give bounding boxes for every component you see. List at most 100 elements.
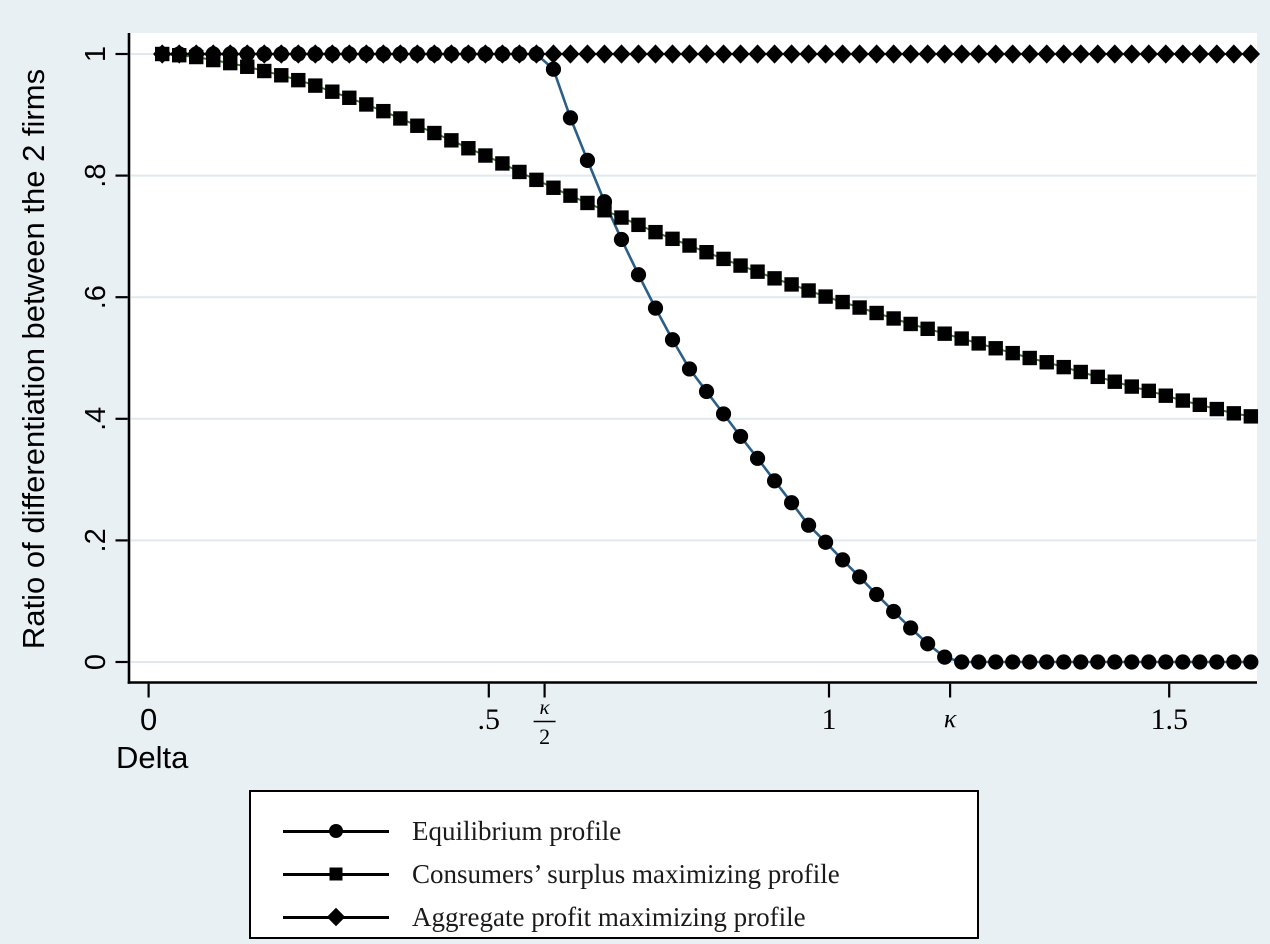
square-marker xyxy=(274,68,289,83)
circle-marker xyxy=(1056,654,1072,670)
diamond-marker xyxy=(255,44,274,64)
legend-label: Aggregate profit maximizing profile xyxy=(412,901,806,932)
diamond-marker xyxy=(969,44,988,64)
circle-marker xyxy=(1022,654,1038,670)
circle-marker xyxy=(681,361,698,377)
y-tick-label: 0 xyxy=(80,654,112,670)
square-marker xyxy=(835,294,850,310)
square-marker xyxy=(291,72,306,88)
diamond-marker xyxy=(170,44,189,64)
circle-marker-icon xyxy=(329,824,343,838)
diamond-marker xyxy=(561,44,580,64)
circle-marker xyxy=(1141,654,1157,670)
diamond-marker xyxy=(408,44,427,64)
diamond-marker xyxy=(459,44,478,64)
square-marker xyxy=(1158,388,1173,403)
circle-marker xyxy=(937,649,953,665)
diamond-marker xyxy=(782,44,801,64)
square-marker xyxy=(512,164,527,180)
diamond-marker xyxy=(748,44,767,64)
square-marker xyxy=(665,231,680,247)
square-marker xyxy=(750,264,765,279)
square-marker xyxy=(818,289,833,304)
square-marker xyxy=(716,251,731,267)
square-marker xyxy=(1107,374,1122,389)
circle-marker xyxy=(562,110,579,126)
square-marker xyxy=(376,103,391,119)
square-marker xyxy=(631,217,646,233)
square-marker xyxy=(1192,397,1208,413)
square-marker xyxy=(988,341,1003,356)
diamond-marker xyxy=(646,44,665,64)
diamond-marker xyxy=(884,44,903,64)
diamond-marker xyxy=(544,44,563,64)
diamond-marker xyxy=(799,44,818,64)
diamond-marker xyxy=(357,44,376,64)
y-tick-label: .4 xyxy=(80,407,112,431)
diamond-marker xyxy=(578,44,597,64)
square-marker xyxy=(1039,355,1054,370)
square-marker xyxy=(920,321,935,337)
square-marker xyxy=(495,156,510,171)
x-tick-label: .5 xyxy=(478,703,501,736)
diamond-marker xyxy=(1241,44,1261,64)
square-marker xyxy=(699,245,714,260)
square-marker xyxy=(461,141,476,156)
y-tick-label: .6 xyxy=(80,285,112,309)
diamond-marker xyxy=(1105,44,1124,64)
square-marker xyxy=(903,316,918,332)
legend-line-sample xyxy=(283,867,389,881)
diamond-marker xyxy=(595,44,614,64)
square-marker xyxy=(597,203,612,218)
legend-label: Equilibrium profile xyxy=(412,815,622,846)
diamond-marker xyxy=(289,44,308,64)
circle-marker xyxy=(954,654,970,670)
diamond-marker xyxy=(425,44,444,64)
square-marker xyxy=(852,300,867,315)
circle-marker xyxy=(971,654,987,670)
y-tick-label: .8 xyxy=(80,164,112,188)
square-marker xyxy=(1141,383,1156,399)
diamond-marker xyxy=(221,44,240,64)
diamond-marker xyxy=(1207,44,1227,64)
diamond-marker xyxy=(816,44,835,64)
diamond-marker xyxy=(731,44,750,64)
circle-marker xyxy=(647,300,664,316)
circle-marker xyxy=(579,152,596,168)
circle-marker xyxy=(869,586,885,603)
diamond-marker xyxy=(952,44,971,64)
square-marker xyxy=(1175,393,1191,408)
plot-area xyxy=(130,33,1257,683)
diamond-marker xyxy=(833,44,852,64)
x-tick-label: 0 xyxy=(140,702,157,737)
diamond-marker xyxy=(476,44,495,64)
x-tick-label: κ xyxy=(944,704,957,733)
diamond-marker xyxy=(629,44,648,64)
square-marker xyxy=(325,84,340,99)
square-marker xyxy=(801,283,816,298)
legend-item-equilibrium: Equilibrium profile xyxy=(251,816,977,846)
diamond-marker xyxy=(918,44,937,64)
square-marker xyxy=(410,118,425,133)
y-tick-label: 1 xyxy=(80,46,112,62)
circle-marker xyxy=(698,383,715,400)
diamond-marker xyxy=(1173,44,1193,64)
legend-item-consumers-surplus: Consumers’ surplus maximizing profile xyxy=(251,859,977,889)
diamond-marker xyxy=(901,44,920,64)
square-marker xyxy=(427,125,442,141)
circle-marker xyxy=(1192,654,1208,670)
y-tick-label: .2 xyxy=(80,528,112,552)
diamond-marker xyxy=(1071,44,1090,64)
circle-marker xyxy=(1005,654,1021,670)
square-marker xyxy=(1209,401,1225,417)
x-tick-label-kappa-numerator: κ xyxy=(540,695,551,719)
square-marker xyxy=(767,271,782,286)
square-marker xyxy=(444,133,459,148)
circle-marker xyxy=(1107,654,1123,670)
square-marker xyxy=(1090,369,1105,385)
legend-item-aggregate-profit: Aggregate profit maximizing profile xyxy=(251,902,977,932)
circle-marker xyxy=(545,61,562,77)
diamond-marker xyxy=(527,44,546,64)
